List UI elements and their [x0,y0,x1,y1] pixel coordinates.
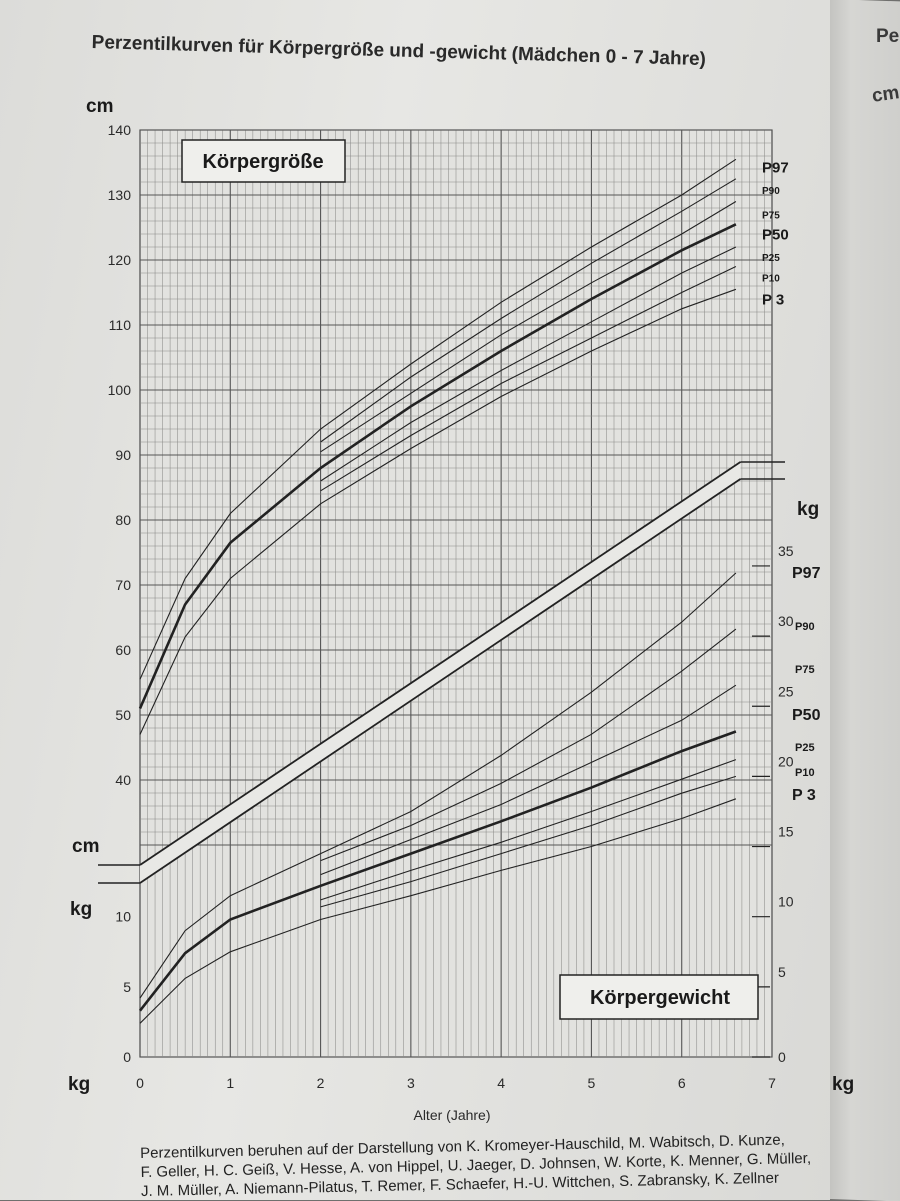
weight-curve-p10 [320,775,737,908]
band-fill [140,462,741,883]
height-label-p25: P25 [762,253,780,264]
weight-label-p25: P25 [795,742,815,754]
weight-curve-p90 [320,628,737,862]
height-curve-p75 [320,201,737,453]
height-tick-label: 70 [115,577,131,593]
height-tick-label: 140 [108,122,132,138]
age-tick-label: 7 [768,1075,776,1091]
weight-tick-label: 5 [123,979,131,995]
height-label-box [181,139,346,183]
weight-curve-p97 [139,572,737,999]
weight-right-tick-label: 10 [778,894,794,910]
height-curve-p90 [320,178,737,443]
height-label-p-3: P 3 [762,291,784,308]
height-label-p97: P97 [762,159,789,176]
height-unit-top: cm [86,96,113,117]
x-axis-title: Alter (Jahre) [413,1107,490,1123]
weight-curve-p75 [320,684,737,876]
height-tick-label: 130 [108,187,132,203]
weight-right-tick-label: 0 [778,1049,786,1065]
height-tick-label: 100 [108,382,132,398]
weight-label-p75: P75 [795,664,815,676]
band-diagonal-top [139,461,741,866]
weight-label-box [559,974,759,1020]
height-tick-label: 110 [109,317,132,333]
age-tick-label: 6 [678,1075,686,1091]
weight-curve-p25 [320,759,737,901]
height-label-p75: P75 [762,211,780,222]
height-tick-label: 80 [115,512,131,528]
weight-unit-left: kg [70,899,92,920]
weight-label-p50: P50 [792,707,821,724]
weight-unit-bottom: kg [68,1074,90,1095]
weight-unit-bottom-right: kg [832,1074,854,1095]
height-label-text: Körpergröße [202,151,323,173]
weight-tick-label: 0 [123,1049,131,1065]
age-tick-label: 2 [317,1075,325,1091]
height-curve-p10 [320,266,737,492]
height-tick-label: 90 [115,447,131,463]
height-curve-p97 [139,158,737,680]
height-curve-p25 [320,246,737,482]
chart-labels: P97 P90 P75 P50 P25 P10 P 3 P97 P90 P75 P50 P25 P10 P… [68,96,854,1123]
height-label-p50: P50 [762,226,789,243]
height-curve-p-3 [139,288,737,735]
unit-separator-band [98,461,785,884]
height-curve-p50 [138,223,737,710]
weight-right-tick-label: 20 [778,753,794,769]
height-label-p10: P10 [762,274,780,285]
height-tick-label: 50 [115,707,131,723]
band-diagonal-bottom [139,478,741,884]
height-unit-left: cm [72,836,99,857]
age-tick-label: 0 [136,1075,144,1091]
weight-label-p90: P90 [795,621,815,633]
weight-label-text: Körpergewicht [590,987,730,1009]
weight-right-tick-label: 5 [778,964,786,980]
weight-label-p-3: P 3 [792,787,816,804]
weight-right-tick-label: 35 [778,543,794,559]
age-tick-label: 3 [407,1075,415,1091]
weight-label-p97: P97 [792,565,821,582]
weight-tick-label: 10 [115,909,131,925]
height-tick-label: 40 [115,772,131,788]
right-page-text: Pe [876,26,900,47]
height-label-p90: P90 [762,186,780,197]
chart-grid [139,129,773,1058]
chart-series [138,158,737,1024]
age-tick-label: 5 [588,1075,596,1091]
height-tick-label: 120 [108,252,132,268]
age-tick-label: 4 [497,1075,505,1091]
weight-curve-p50 [138,730,737,1012]
age-tick-label: 1 [226,1075,234,1091]
weight-right-tick-label: 30 [778,613,794,629]
weight-right-tick-label: 15 [778,824,794,840]
height-tick-label: 60 [115,642,131,658]
weight-right-tick-label: 25 [778,683,794,699]
weight-curve-p-3 [139,798,737,1024]
weight-unit-right: kg [797,499,819,520]
weight-label-p10: P10 [795,767,815,779]
